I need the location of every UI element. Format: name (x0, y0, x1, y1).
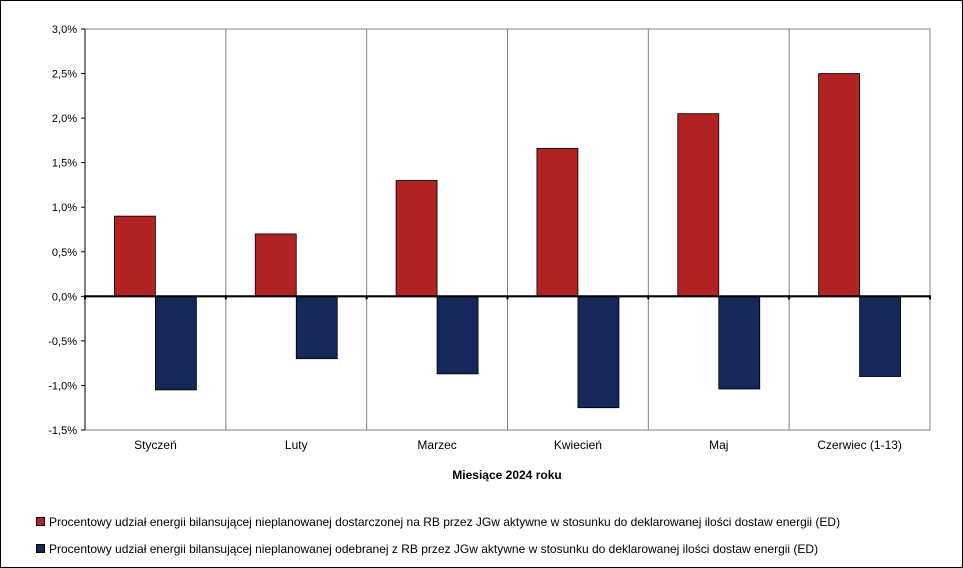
y-tick-label: -1,0% (48, 380, 77, 392)
category-label: Styczeń (134, 438, 177, 452)
legend-swatch-delivered (36, 517, 45, 527)
x-axis-title: Miesiące 2024 roku (452, 468, 561, 482)
bar-delivered-5 (677, 113, 720, 297)
bar-received-4 (577, 295, 620, 409)
y-tick-label: 1,0% (52, 202, 77, 214)
axes (81, 28, 931, 431)
category-labels: Styczeń Luty Marzec Kwiecień Maj Czerwiec (1-… (134, 438, 902, 452)
y-tick-label: 2,0% (52, 113, 77, 125)
legend-swatch-received (36, 544, 45, 554)
bars (114, 73, 901, 409)
y-tick-labels: 3,0% 2,5% 2,0% 1,5% 1,0% 0,5% 0,0% -0,5% -1,0% -1… (48, 24, 77, 437)
bar-received-5 (718, 295, 761, 390)
legend-label-delivered: Procentowy udział energii bilansującej n… (49, 515, 841, 529)
y-tick-label: -1,5% (48, 425, 77, 437)
bar-delivered-4 (536, 148, 579, 297)
category-label: Czerwiec (1-13) (817, 438, 902, 452)
bar-received-3 (436, 295, 479, 375)
legend-item-delivered: Procentowy udział energii bilansującej n… (36, 515, 840, 529)
category-label: Luty (285, 438, 308, 452)
bar-delivered-2 (254, 233, 297, 297)
bar-delivered-6 (818, 73, 860, 297)
y-tick-label: -0,5% (48, 336, 77, 348)
legend-label-received: Procentowy udział energii bilansującej n… (49, 542, 819, 556)
y-tick-label: 2,5% (52, 69, 77, 81)
bar-received-2 (295, 295, 338, 360)
category-label: Marzec (417, 438, 456, 452)
category-label: Maj (709, 438, 728, 452)
bar-received-6 (859, 295, 901, 377)
bar-delivered-1 (114, 215, 156, 297)
category-label: Kwiecień (554, 438, 602, 452)
legend-item-received: Procentowy udział energii bilansującej n… (36, 542, 818, 556)
bar-received-1 (155, 295, 197, 391)
grid-lines (84, 28, 931, 431)
y-tick-label: 3,0% (52, 24, 77, 36)
bar-delivered-3 (395, 180, 438, 297)
y-tick-label: 0,5% (52, 247, 77, 259)
y-tick-label: 0,0% (52, 291, 77, 303)
y-tick-label: 1,5% (52, 158, 77, 170)
